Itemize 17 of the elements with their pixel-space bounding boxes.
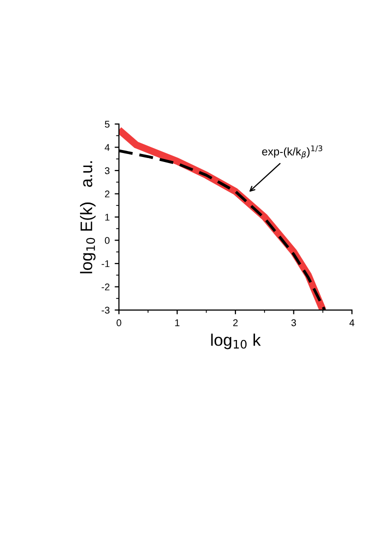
x-tick-label: 4 — [349, 319, 354, 326]
x-tick-label: 0 — [116, 319, 122, 326]
y-tick-label: 2 — [104, 190, 110, 198]
y-tick-label: -3 — [102, 306, 110, 314]
x-tick-label: 1 — [175, 319, 180, 326]
y-tick-label: 0 — [104, 237, 110, 244]
annotation: exp-(k/k$_{β}$)$^{1/3}$ — [262, 145, 322, 159]
x-tick-label: 2 — [233, 319, 238, 326]
y-tick-label: -1 — [102, 260, 110, 268]
x-axis-title: log$_{10}$ k — [211, 334, 261, 350]
y-tick-label: 5 — [104, 120, 110, 128]
x-tick-label: 3 — [291, 319, 296, 326]
y-tick-label: -2 — [102, 284, 110, 290]
y-tick-label: 3 — [104, 167, 110, 174]
y-axis-title: log$_{10}$ E(k) a.u. — [80, 161, 96, 274]
y-tick-label: 1 — [105, 214, 110, 221]
y-tick-label: 4 — [104, 144, 110, 151]
